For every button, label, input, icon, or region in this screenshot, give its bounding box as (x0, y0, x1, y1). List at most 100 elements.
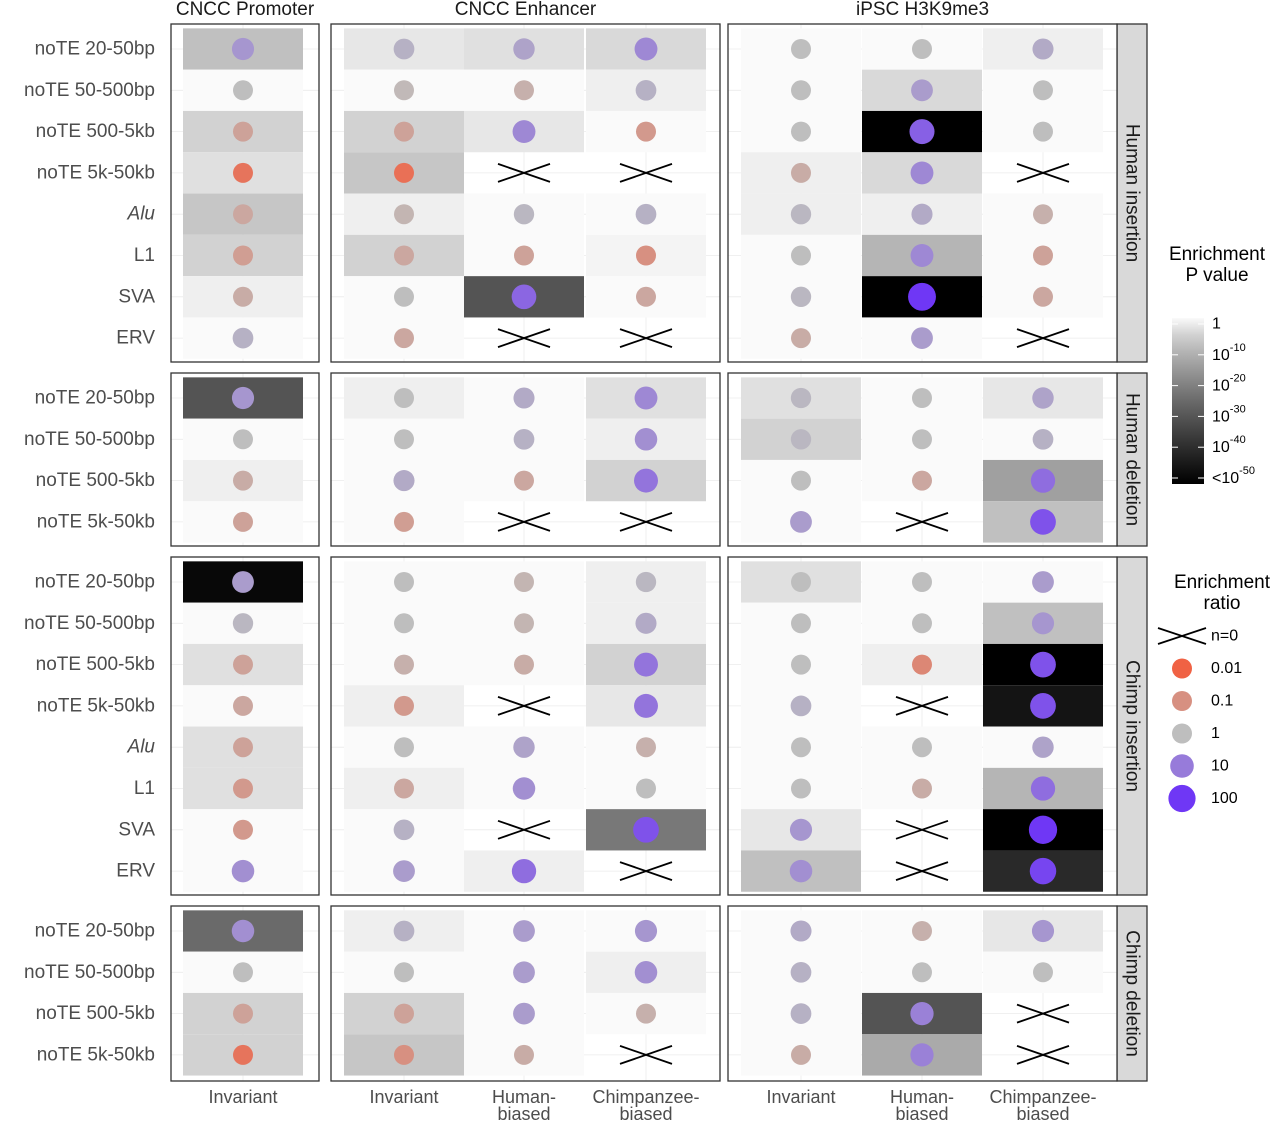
ratio-point (791, 654, 811, 675)
row-label: noTE 500-5kb (36, 1003, 155, 1024)
zero-count-cross (619, 163, 673, 183)
ratio-point (233, 778, 253, 799)
ratio-point (231, 386, 255, 410)
ratio-point (233, 695, 253, 716)
ratio-point (636, 245, 656, 266)
facet-strip (1116, 556, 1148, 896)
ratio-point (1030, 468, 1056, 493)
pvalue-legend-label: 1 (1212, 316, 1221, 333)
ratio-point (1033, 80, 1053, 101)
row-label: noTE 50-500bp (24, 613, 155, 634)
ratio-point (912, 962, 932, 983)
ratio-point (232, 327, 254, 349)
zero-count-cross (497, 512, 551, 532)
ratio-point (636, 778, 656, 799)
ratio-point (514, 613, 534, 634)
ratio-point (791, 737, 811, 758)
zero-count-cross (1016, 1045, 1070, 1065)
ratio-point (791, 613, 811, 634)
ratio-point (790, 920, 812, 942)
ratio-point (912, 429, 932, 450)
x-axis-label: Chimpanzee- (989, 1087, 1096, 1107)
ratio-point (233, 1044, 253, 1065)
zero-count-cross (895, 512, 949, 532)
ratio-point (635, 203, 657, 225)
ratio-point (393, 920, 415, 942)
facet-strip-label: Chimp deletion (1122, 930, 1143, 1057)
ratio-point (635, 612, 657, 634)
ratio-point (514, 654, 534, 675)
ratio-point (1030, 509, 1056, 535)
ratio-legend-label: n=0 (1211, 628, 1238, 645)
ratio-point (514, 80, 534, 101)
ratio-point (1029, 857, 1057, 885)
zero-count-cross (619, 512, 673, 532)
ratio-point (394, 511, 414, 532)
ratio-point (394, 121, 414, 142)
ratio-point (635, 79, 657, 101)
x-axis-label: biased (895, 1104, 948, 1123)
row-label: noTE 5k-50kb (37, 162, 155, 183)
ratio-point (1032, 736, 1054, 758)
panel-border (727, 905, 1118, 1082)
pvalue-legend-label: 10-10 (1212, 342, 1246, 364)
ratio-point (910, 161, 934, 185)
ratio-point (1032, 571, 1054, 593)
ratio-point (233, 162, 253, 183)
ratio-point (233, 429, 253, 450)
panel-border (170, 905, 320, 1082)
ratio-point (394, 1003, 414, 1024)
zero-count-cross (497, 696, 551, 716)
ratio-point (912, 778, 932, 799)
ratio-legend-point (1172, 658, 1192, 679)
pvalue-legend-label: 10-30 (1212, 403, 1246, 425)
ratio-point (791, 245, 811, 266)
ratio-point (513, 204, 535, 225)
ratio-point (790, 429, 812, 450)
row-label: noTE 50-500bp (24, 80, 155, 101)
zero-count-cross (497, 328, 551, 348)
ratio-legend-cross (1157, 627, 1207, 645)
facet-strip-label: Human insertion (1122, 124, 1143, 262)
ratio-point (912, 39, 932, 59)
ratio-point (513, 428, 535, 450)
ratio-point (912, 613, 932, 634)
panel-border (170, 556, 320, 896)
ratio-point (393, 470, 415, 492)
row-label: noTE 500-5kb (36, 654, 155, 675)
ratio-point (394, 695, 414, 716)
ratio-point (912, 470, 932, 491)
zero-count-cross (895, 819, 949, 840)
row-label: SVA (118, 819, 155, 840)
ratio-point (790, 961, 812, 983)
ratio-point (912, 388, 932, 408)
ratio-point (394, 778, 414, 799)
ratio-point (634, 37, 658, 61)
ratio-point (233, 80, 253, 101)
ratio-point (1028, 815, 1058, 844)
row-label: noTE 5k-50kb (37, 695, 155, 716)
ratio-point (233, 286, 253, 307)
row-label: noTE 5k-50kb (37, 511, 155, 532)
ratio-point (1033, 245, 1053, 266)
ratio-point (912, 654, 932, 675)
ratio-legend-point (1172, 691, 1192, 711)
panel-border (330, 905, 721, 1082)
ratio-point (1030, 693, 1056, 719)
ratio-point (514, 245, 534, 266)
ratio-point (1033, 121, 1053, 142)
ratio-point (514, 470, 534, 491)
ratio-point (231, 37, 255, 61)
ratio-point (908, 282, 936, 311)
zero-count-cross (497, 163, 551, 183)
ratio-point (394, 1044, 414, 1065)
zero-count-cross (1016, 163, 1070, 183)
panel-border (330, 556, 721, 896)
ratio-point (791, 328, 811, 349)
panel-border (727, 372, 1118, 547)
ratio-point (1031, 612, 1055, 635)
pvalue-legend-title: P value (1185, 265, 1248, 286)
facet-strip-label: Chimp insertion (1122, 660, 1143, 792)
ratio-legend-point (1168, 784, 1196, 813)
zero-count-cross (619, 1045, 673, 1065)
